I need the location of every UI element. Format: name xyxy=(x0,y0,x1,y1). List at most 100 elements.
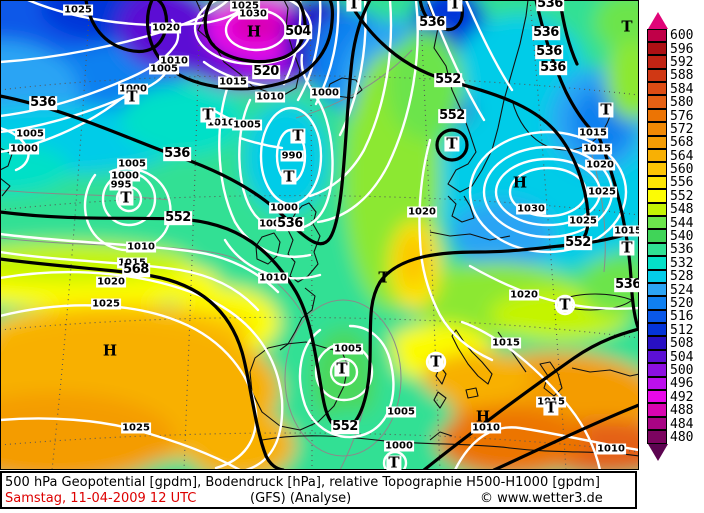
isobar-label: 1015 xyxy=(582,143,612,155)
geopotential-contour-label: 536 xyxy=(535,44,563,60)
legend-row: 596 xyxy=(647,41,703,56)
legend-value: 540 xyxy=(670,229,694,245)
legend-value: 592 xyxy=(670,54,694,70)
isobar-label: 1010 xyxy=(206,117,236,129)
legend-color-cell xyxy=(647,403,667,417)
chart-datetime: Samstag, 11-04-2009 12 UTC xyxy=(5,491,197,506)
legend-color-cell xyxy=(647,309,667,324)
isobar-label: 1005 xyxy=(15,128,45,140)
legend-value: 516 xyxy=(670,309,694,325)
geopotential-contour-label: 536 xyxy=(276,216,304,232)
chart-model-run: (GFS) (Analyse) xyxy=(250,491,352,506)
legend-value: 548 xyxy=(670,202,694,218)
legend-color-cell xyxy=(647,323,667,337)
legend-value: 556 xyxy=(670,175,694,191)
legend-color-cell xyxy=(647,108,667,123)
low-pressure-center-symbol: T xyxy=(378,268,390,287)
legend-value: 508 xyxy=(670,336,694,352)
isobar-label: 990 xyxy=(280,150,304,162)
legend-value: 560 xyxy=(670,162,694,178)
legend-value: 496 xyxy=(670,376,694,392)
legend-value: 552 xyxy=(670,188,694,204)
legend-row: 576 xyxy=(647,108,703,124)
legend-row: 560 xyxy=(647,162,703,178)
legend-row: 556 xyxy=(647,175,703,191)
weather-map: 1025102010101005101510251030101010001000… xyxy=(0,0,639,470)
legend-row: 528 xyxy=(647,269,703,285)
low-pressure-center-symbol: T xyxy=(447,0,463,12)
isobar-label: 1015 xyxy=(117,257,147,269)
isobar-label: 1005 xyxy=(258,218,288,230)
isobar-label: 1015 xyxy=(491,337,521,349)
legend-arrow-top xyxy=(648,12,668,29)
map-graphics xyxy=(0,0,639,470)
geopotential-contour-label: 552 xyxy=(434,72,462,88)
legend-value: 544 xyxy=(670,215,694,231)
legend-color-cell xyxy=(647,82,667,96)
legend-color-cell xyxy=(647,269,667,283)
legend-row: 500 xyxy=(647,363,703,377)
legend-color-cell xyxy=(647,149,667,163)
legend-rows: 600 596 592 588 584 580 576 572 568 564 560 556 552 5… xyxy=(647,28,703,445)
legend-value: 528 xyxy=(670,269,694,285)
legend-row: 480 xyxy=(647,429,703,445)
legend-value: 480 xyxy=(670,429,694,445)
isobar-label: 1020 xyxy=(585,159,615,171)
legend-row: 584 xyxy=(647,82,703,96)
legend-color-cell xyxy=(647,135,667,150)
high-pressure-center-symbol: H xyxy=(475,407,491,426)
isobar-label: 1000 xyxy=(384,440,414,452)
isobar-label: 1005 xyxy=(149,63,179,75)
legend-value: 572 xyxy=(670,121,694,137)
isobar-label: 1010 xyxy=(126,241,156,253)
legend-color-cell xyxy=(647,28,667,42)
legend-row: 588 xyxy=(647,68,703,82)
legend-color-cell xyxy=(647,363,667,377)
low-pressure-center-symbol: T xyxy=(281,167,297,186)
low-pressure-center-symbol: T xyxy=(444,134,460,153)
isobar-label: 1005 xyxy=(333,343,363,355)
legend-value: 524 xyxy=(670,282,694,298)
legend-color-cell xyxy=(647,175,667,190)
legend-value: 576 xyxy=(670,108,694,124)
legend-row: 600 xyxy=(647,28,703,42)
legend-value: 492 xyxy=(670,389,694,405)
high-pressure-center-symbol: H xyxy=(102,341,118,360)
legend-row: 536 xyxy=(647,242,703,256)
legend-row: 520 xyxy=(647,296,703,311)
legend-row: 516 xyxy=(647,309,703,325)
legend-color-cell xyxy=(647,189,667,203)
isobar-label: 1025 xyxy=(91,298,121,310)
legend-row: 488 xyxy=(647,403,703,417)
legend-color-cell xyxy=(647,349,667,364)
isobar-label: 1020 xyxy=(407,206,437,218)
legend-value: 532 xyxy=(670,255,694,271)
high-pressure-center-symbol: H xyxy=(246,22,262,41)
isobar-label: 1000 xyxy=(118,83,148,95)
legend-color-cell xyxy=(647,336,667,350)
legend-value: 520 xyxy=(670,296,694,311)
legend-color-cell xyxy=(647,162,667,176)
low-pressure-center-symbol: T xyxy=(619,238,635,257)
isobar-label: 1000 xyxy=(110,170,140,182)
isobar-label: 1000 xyxy=(310,87,340,99)
low-pressure-center-symbol: T xyxy=(598,100,614,119)
isobar-label: 1010 xyxy=(471,422,501,434)
legend-color-cell xyxy=(647,202,667,216)
low-pressure-center-symbol: T xyxy=(200,105,216,124)
legend-color-cell xyxy=(647,55,667,69)
isobar-label: 1000 xyxy=(269,202,299,214)
isobar-label: 1025 xyxy=(230,0,260,12)
legend-color-cell xyxy=(647,229,667,243)
legend-row: 540 xyxy=(647,229,703,245)
legend-color-cell xyxy=(647,376,667,391)
legend-row: 544 xyxy=(647,215,703,231)
legend-row: 572 xyxy=(647,121,703,137)
isobar-label: 995 xyxy=(109,179,133,191)
legend-arrow-bottom xyxy=(648,444,668,462)
isobar-label: 1020 xyxy=(509,289,539,301)
geopotential-contour-label: 536 xyxy=(163,146,191,162)
isobar-label: 1020 xyxy=(151,22,181,34)
geopotential-contour-label: 552 xyxy=(564,235,592,251)
geopotential-contour-label: 552 xyxy=(331,419,359,435)
